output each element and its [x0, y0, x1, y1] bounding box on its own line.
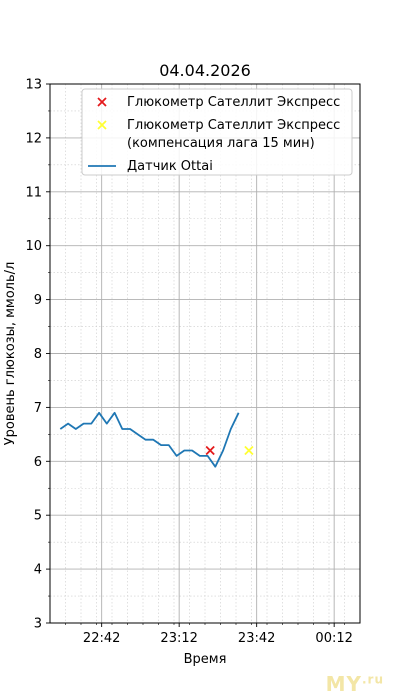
legend-entry-label: Глюкометр Сателлит Экспресс — [127, 95, 340, 110]
y-tick-label: 12 — [25, 131, 42, 146]
marker-stroke — [97, 120, 107, 130]
legend-entry-label: (компенсация лага 15 мин) — [127, 136, 315, 151]
y-axis-label: Уровень глюкозы, ммоль/л — [3, 262, 18, 446]
y-tick-label: 6 — [34, 455, 42, 470]
y-tick-label: 9 — [34, 293, 42, 308]
legend: Глюкометр Сателлит Экспресс Глюкометр Сат… — [81, 88, 353, 176]
ottai-sensor-line — [59, 411, 240, 468]
series — [59, 411, 254, 468]
y-tick-label: 3 — [34, 617, 42, 632]
marker-stroke — [244, 445, 254, 456]
legend-entry-label: Глюкометр Сателлит Экспресс — [127, 118, 340, 133]
legend-marker — [97, 97, 107, 107]
legend-box — [81, 88, 353, 176]
legend-marker — [97, 120, 107, 130]
x-tick-label: 00:12 — [315, 631, 352, 646]
watermark-logo: MY.ru — [325, 672, 384, 696]
x-axis-label: Время — [184, 652, 227, 667]
y-tick-label: 8 — [34, 347, 42, 362]
meter-lag-compensated-point — [244, 445, 254, 456]
axes: 3 4 5 6 7 8 9 10 11 12 13 22:42 23:12 23:42 00:12 — [25, 78, 352, 647]
legend-entry-label: Датчик Ottai — [127, 159, 213, 174]
y-tick-label: 5 — [34, 509, 42, 524]
x-tick-label: 22:42 — [83, 631, 120, 646]
meter-point — [205, 445, 215, 456]
x-tick-label: 23:42 — [238, 631, 275, 646]
y-tick-label: 11 — [25, 185, 42, 200]
y-tick-label: 4 — [34, 563, 42, 578]
x-tick-label: 23:12 — [160, 631, 197, 646]
y-tick-label: 7 — [34, 401, 42, 416]
y-tick-label: 10 — [25, 239, 42, 254]
y-tick-label: 13 — [25, 78, 42, 93]
marker-stroke — [205, 445, 215, 456]
marker-stroke — [97, 97, 107, 107]
chart-title: 04.04.2026 — [159, 61, 251, 80]
